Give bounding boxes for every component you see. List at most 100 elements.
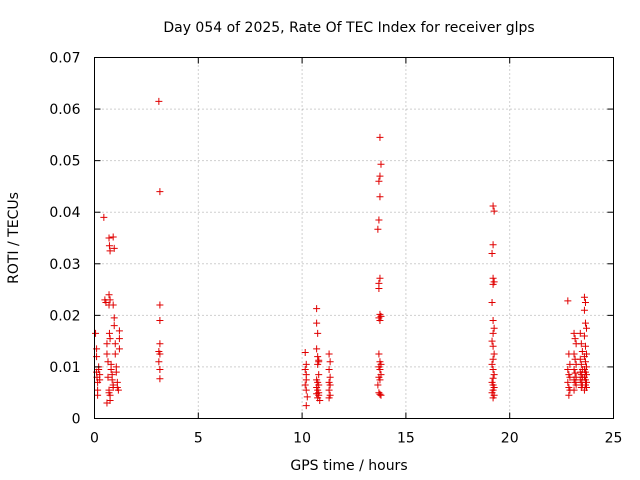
- data-point: [103, 350, 111, 358]
- data-point: [110, 244, 118, 252]
- data-point: [326, 381, 334, 389]
- x-tick-label: 0: [90, 431, 99, 447]
- data-point: [100, 213, 108, 221]
- data-point: [377, 160, 385, 168]
- data-point: [302, 386, 310, 394]
- data-point: [316, 396, 324, 404]
- y-tick-label: 0.03: [49, 257, 80, 273]
- data-point: [489, 280, 497, 288]
- x-axis-tick-labels: 0 5 10 15 20 25: [90, 431, 622, 447]
- data-point: [109, 301, 117, 309]
- data-point: [564, 297, 572, 305]
- data-point: [301, 381, 309, 389]
- data-point: [571, 335, 579, 343]
- data-point: [577, 360, 585, 368]
- data-point: [104, 373, 112, 381]
- data-point: [156, 366, 164, 374]
- data-point: [374, 381, 382, 389]
- data-point: [580, 386, 588, 394]
- data-point: [376, 376, 384, 384]
- grid-lines: [94, 57, 614, 419]
- data-point: [490, 371, 498, 379]
- x-tick-label: 10: [293, 431, 311, 447]
- data-point: [570, 366, 578, 374]
- data-point: [581, 319, 589, 327]
- y-tick-label: 0.05: [49, 154, 80, 170]
- data-point: [489, 329, 497, 337]
- data-point: [103, 340, 111, 348]
- data-point: [106, 335, 114, 343]
- data-point: [302, 360, 310, 368]
- data-point: [489, 394, 497, 402]
- data-point: [155, 358, 163, 366]
- chart-title: Day 054 of 2025, Rate Of TEC Index for r…: [163, 20, 534, 36]
- data-point: [103, 399, 111, 407]
- data-point: [581, 298, 589, 306]
- data-point: [115, 327, 123, 335]
- data-point: [489, 374, 497, 382]
- data-point: [105, 242, 113, 250]
- data-point: [570, 350, 578, 358]
- data-point: [314, 329, 322, 337]
- data-point: [156, 317, 164, 325]
- x-tick-label: 25: [605, 431, 623, 447]
- data-point: [302, 402, 310, 410]
- data-point: [376, 193, 384, 201]
- data-point: [108, 376, 116, 384]
- data-point: [571, 369, 579, 377]
- data-point: [313, 345, 321, 353]
- data-point: [490, 207, 498, 215]
- data-point: [156, 340, 164, 348]
- data-point: [326, 373, 334, 381]
- data-point: [489, 342, 497, 350]
- data-point: [303, 393, 311, 401]
- data-point: [576, 329, 584, 337]
- data-point: [156, 188, 164, 196]
- data-point: [489, 366, 497, 374]
- data-point: [580, 353, 588, 361]
- data-point: [105, 291, 113, 299]
- data-point: [110, 322, 118, 330]
- data-point: [94, 391, 102, 399]
- data-point: [301, 348, 309, 356]
- data-point: [570, 386, 578, 394]
- y-tick-label: 0.07: [49, 51, 80, 67]
- x-tick-label: 15: [397, 431, 415, 447]
- data-point: [376, 390, 384, 398]
- data-point: [566, 360, 574, 368]
- data-point: [105, 329, 113, 337]
- data-point: [105, 234, 113, 242]
- data-point: [377, 391, 385, 399]
- data-point: [375, 216, 383, 224]
- data-point: [375, 177, 383, 185]
- data-point: [489, 202, 497, 210]
- data-point: [112, 368, 120, 376]
- data-point: [313, 305, 321, 313]
- data-point: [489, 274, 497, 282]
- data-point: [376, 317, 384, 325]
- data-point: [566, 373, 574, 381]
- data-point: [313, 319, 321, 327]
- data-point: [576, 355, 584, 363]
- data-point: [109, 233, 117, 241]
- data-point: [375, 285, 383, 293]
- plot-frame: [94, 57, 614, 419]
- data-point: [314, 353, 322, 361]
- data-point: [314, 360, 322, 368]
- data-point: [107, 366, 115, 374]
- data-point: [156, 301, 164, 309]
- data-point: [326, 358, 334, 366]
- data-point: [325, 386, 333, 394]
- data-point: [488, 298, 496, 306]
- y-tick-label: 0: [72, 412, 81, 428]
- data-point: [580, 293, 588, 301]
- data-point: [302, 376, 310, 384]
- data-point: [376, 274, 384, 282]
- data-point: [156, 350, 164, 358]
- y-axis-tick-labels: 0 0.01 0.02 0.03 0.04 0.05 0.06 0.07: [49, 51, 80, 428]
- data-point: [325, 366, 333, 374]
- data-point: [376, 366, 384, 374]
- data-point: [115, 345, 123, 353]
- data-point: [489, 241, 497, 249]
